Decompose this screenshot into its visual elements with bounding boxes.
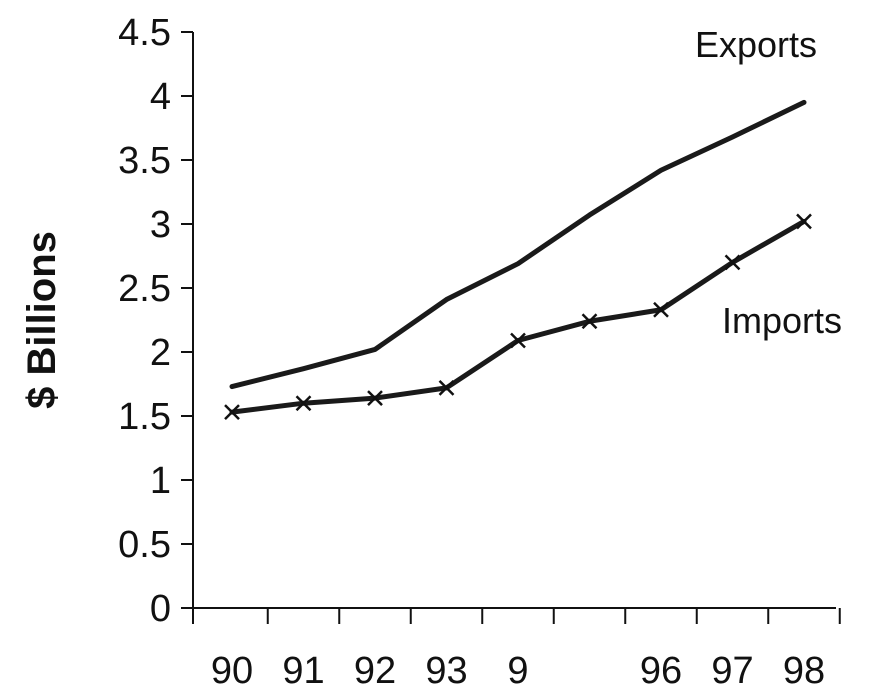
- data-point-imports: [510, 332, 526, 349]
- y-tick-label: 0.5: [118, 524, 171, 566]
- data-point-imports: [581, 313, 598, 330]
- y-tick-label: 3.5: [118, 140, 171, 182]
- data-point-imports: [724, 254, 741, 271]
- axes: [181, 32, 836, 609]
- series-label-imports: Imports: [722, 300, 842, 341]
- series-line-exports: [229, 99, 807, 390]
- data-point-imports: [653, 301, 669, 318]
- data-point-imports: [438, 379, 455, 396]
- data-point-imports: [224, 404, 240, 421]
- x-tick-label: 98: [783, 650, 825, 692]
- x-tick-label: 93: [425, 650, 467, 692]
- y-tick-label: 1: [150, 460, 171, 502]
- series-line-imports: [229, 218, 807, 415]
- y-axis-title: $ Billions: [20, 231, 64, 409]
- x-axis-ticks: 90 91 92 93 9 96 97 98: [192, 608, 841, 692]
- y-tick-label: 3: [150, 204, 171, 246]
- x-tick-label: 92: [354, 650, 396, 692]
- series-layer: [224, 99, 812, 421]
- y-tick-label: 2.5: [118, 268, 171, 310]
- series-label-exports: Exports: [695, 24, 817, 65]
- data-point-imports: [367, 390, 383, 406]
- x-tick-label: 90: [211, 650, 253, 692]
- x-tick-label: 96: [640, 650, 682, 692]
- y-tick-label: 2: [150, 332, 171, 374]
- data-point-imports: [295, 395, 312, 412]
- y-tick-label: 1.5: [118, 396, 171, 438]
- data-point-imports: [796, 213, 812, 230]
- x-tick-label: 91: [282, 650, 324, 692]
- y-tick-label: 4.5: [118, 12, 171, 54]
- y-tick-label: 0: [150, 588, 171, 630]
- x-tick-label: 9: [507, 650, 528, 692]
- x-tick-label: 97: [711, 650, 753, 692]
- y-axis-ticks: 0 0.5 1 1.5 2 2.5 3 3.5 4 4.5: [118, 12, 193, 630]
- y-tick-label: 4: [150, 76, 171, 118]
